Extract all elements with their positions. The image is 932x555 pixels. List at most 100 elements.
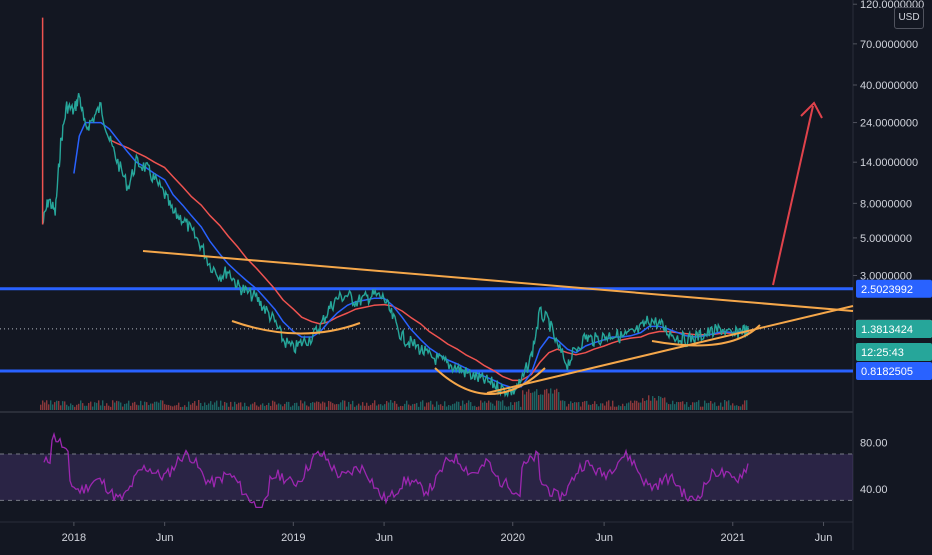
currency-button[interactable]: USD: [894, 7, 924, 29]
volume-bar: [722, 406, 724, 410]
ascending-trendline[interactable]: [486, 305, 854, 394]
price-tick-label: 5.0000000: [860, 233, 912, 245]
volume-bar: [550, 388, 552, 410]
volume-bar: [44, 402, 46, 410]
volume-bar: [168, 404, 170, 410]
volume-bar: [202, 406, 204, 410]
volume-bar: [218, 406, 220, 410]
volume-bar: [70, 403, 72, 410]
volume-bar: [702, 406, 704, 410]
volume-bar: [382, 405, 384, 410]
volume-bar: [376, 405, 378, 410]
volume-bar: [592, 403, 594, 410]
volume-bar: [410, 405, 412, 410]
rounded-bottom-curve-2020[interactable]: [434, 367, 546, 395]
volume-bar: [42, 400, 44, 410]
volume-bar: [58, 400, 60, 410]
volume-bar: [638, 402, 640, 410]
volume-bar: [262, 403, 264, 410]
volume-bar: [596, 404, 598, 410]
volume-bar: [222, 405, 224, 410]
volume-bar: [486, 402, 488, 410]
volume-bar: [358, 403, 360, 410]
volume-bar: [648, 395, 650, 410]
volume-bar: [390, 400, 392, 410]
volume-bar: [148, 405, 150, 410]
volume-bar: [734, 405, 736, 410]
price-axis[interactable]: 120.0000000 70.0000000 40.0000000 24.000000…: [853, 0, 932, 380]
volume-bar: [688, 406, 690, 410]
volume-bar: [80, 400, 82, 410]
volume-bar: [74, 406, 76, 410]
volume-bar: [516, 401, 518, 410]
volume-bar: [342, 400, 344, 410]
volume-bar: [254, 402, 256, 410]
volume-bar: [546, 388, 548, 410]
volume-bar: [678, 402, 680, 410]
time-axis[interactable]: 2018 Jun 2019 Jun 2020 Jun 2021 Jun: [62, 522, 833, 544]
volume-bar: [180, 406, 182, 410]
volume-bar: [716, 406, 718, 410]
volume-bar: [498, 400, 500, 410]
volume-bars: [40, 388, 748, 410]
volume-bar: [190, 404, 192, 410]
volume-bar: [488, 400, 490, 410]
volume-bar: [352, 400, 354, 410]
volume-bar: [56, 400, 58, 410]
volume-bar: [472, 406, 474, 410]
slow-ma-line: [109, 139, 749, 382]
time-tick-label: 2020: [500, 532, 524, 544]
volume-bar: [88, 403, 90, 410]
volume-bar: [704, 400, 706, 410]
descending-trendline[interactable]: [142, 250, 854, 312]
volume-bar: [260, 404, 262, 410]
volume-bar: [76, 404, 78, 410]
volume-bar: [634, 400, 636, 410]
projection-arrow[interactable]: [772, 105, 814, 286]
volume-bar: [574, 402, 576, 410]
volume-bar: [186, 406, 188, 410]
fast-ma-line: [73, 121, 749, 389]
volume-bar: [248, 406, 250, 410]
volume-bar: [128, 400, 130, 410]
volume-bar: [388, 402, 390, 410]
volume-bar: [570, 401, 572, 410]
volume-bar: [526, 391, 528, 410]
volume-bar: [268, 402, 270, 410]
volume-bar: [204, 402, 206, 410]
price-tick-label: 70.0000000: [860, 39, 918, 51]
volume-bar: [188, 401, 190, 410]
volume-bar: [684, 404, 686, 410]
volume-bar: [318, 401, 320, 410]
volume-bar: [140, 400, 142, 410]
volume-bar: [608, 400, 610, 410]
price-label-text: 12:25:43: [861, 347, 904, 359]
rounded-bottom-curve-2019[interactable]: [231, 320, 361, 335]
volume-bar: [386, 401, 388, 410]
volume-bar: [82, 403, 84, 410]
volume-bar: [384, 404, 386, 410]
volume-bar: [474, 405, 476, 410]
volume-bar: [746, 400, 748, 410]
volume-bar: [198, 400, 200, 410]
price-label-box: [856, 279, 932, 298]
volume-bar: [626, 403, 628, 410]
rounded-bottom-curve-2021[interactable]: [651, 324, 761, 347]
volume-bar: [394, 401, 396, 410]
volume-bar: [258, 406, 260, 410]
volume-bar: [720, 402, 722, 410]
trendline-drawings[interactable]: [142, 101, 854, 395]
volume-bar: [422, 400, 424, 410]
volume-bar: [306, 405, 308, 410]
volume-bar: [664, 397, 666, 410]
volume-bar: [622, 403, 624, 410]
volume-bar: [300, 400, 302, 410]
volume-bar: [278, 403, 280, 410]
volume-bar: [636, 400, 638, 410]
price-label-text: 2.5023992: [861, 284, 913, 296]
volume-bar: [92, 406, 94, 410]
volume-bar: [214, 402, 216, 410]
volume-bar: [468, 400, 470, 410]
volume-bar: [502, 400, 504, 410]
